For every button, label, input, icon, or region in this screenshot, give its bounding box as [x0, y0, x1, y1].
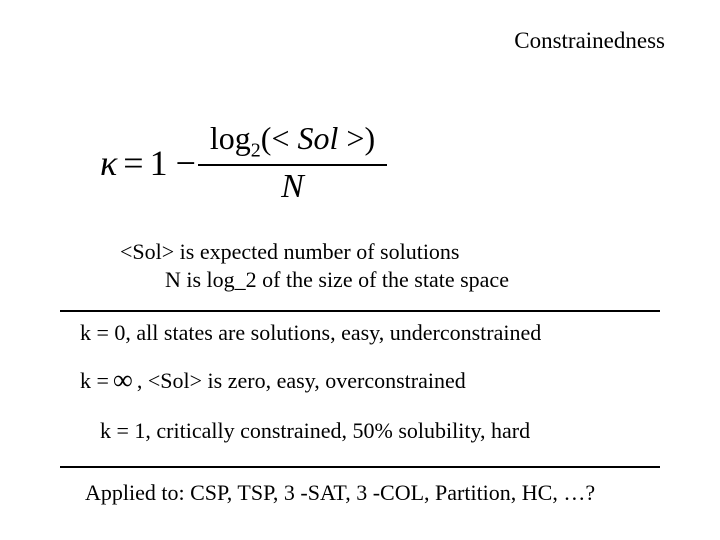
case-kinf-pre: k =	[80, 368, 109, 394]
lparen: (	[261, 120, 272, 156]
definitions: <Sol> is expected number of solutions N …	[120, 238, 509, 293]
infinity-icon: ∞	[113, 370, 133, 392]
case-kinf: k = ∞ , <Sol> is zero, easy, overconstra…	[80, 368, 466, 394]
def-n: N is log_2 of the size of the state spac…	[120, 266, 509, 294]
log-fn: log	[210, 120, 251, 156]
angle-gt: >	[346, 120, 364, 156]
fraction: log2(< Sol >) N	[204, 120, 381, 206]
log-base: 2	[251, 139, 261, 161]
symbol-equals: =	[123, 142, 143, 184]
divider-top	[60, 310, 660, 312]
divider-bottom	[60, 466, 660, 468]
fraction-numerator: log2(< Sol >)	[204, 120, 381, 164]
sol-text: Sol	[290, 120, 347, 156]
angle-lt: <	[271, 120, 289, 156]
literal-one: 1	[150, 142, 168, 184]
fraction-denominator: N	[198, 164, 387, 206]
applied-to: Applied to: CSP, TSP, 3 -SAT, 3 -COL, Pa…	[85, 480, 595, 506]
case-k1: k = 1, critically constrained, 50% solub…	[100, 418, 530, 444]
page-title: Constrainedness	[514, 28, 665, 54]
symbol-kappa: κ	[100, 142, 117, 184]
formula-kappa: κ = 1 − log2(< Sol >) N	[100, 120, 381, 206]
rparen: )	[364, 120, 375, 156]
symbol-minus: −	[176, 142, 196, 184]
def-sol: <Sol> is expected number of solutions	[120, 238, 509, 266]
case-k0: k = 0, all states are solutions, easy, u…	[80, 320, 541, 346]
case-kinf-post: , <Sol> is zero, easy, overconstrained	[137, 368, 466, 394]
